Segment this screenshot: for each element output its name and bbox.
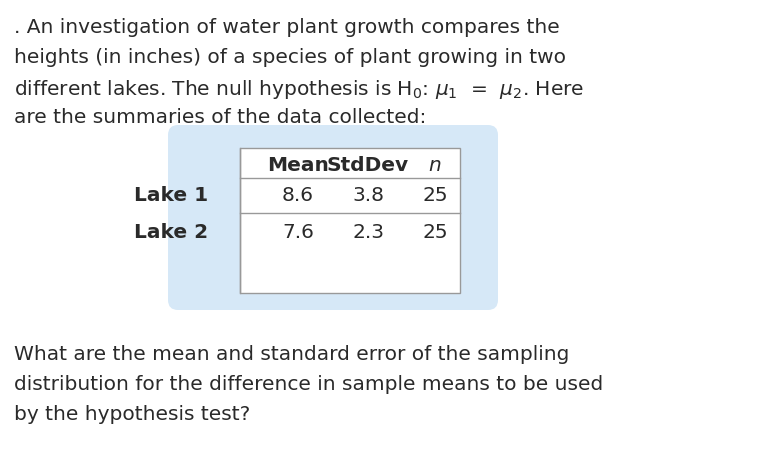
Text: 25: 25 <box>422 223 448 242</box>
Text: Mean: Mean <box>267 156 329 175</box>
Bar <box>240 148 460 293</box>
Text: 3.8: 3.8 <box>352 186 384 205</box>
Text: are the summaries of the data collected:: are the summaries of the data collected: <box>14 108 427 127</box>
Text: What are the mean and standard error of the sampling: What are the mean and standard error of … <box>14 345 569 364</box>
Text: by the hypothesis test?: by the hypothesis test? <box>14 405 250 424</box>
Text: StdDev: StdDev <box>327 156 409 175</box>
Text: 8.6: 8.6 <box>282 186 314 205</box>
FancyBboxPatch shape <box>168 125 498 310</box>
Text: . An investigation of water plant growth compares the: . An investigation of water plant growth… <box>14 18 559 37</box>
Text: $n$: $n$ <box>428 156 442 175</box>
Text: heights (in inches) of a species of plant growing in two: heights (in inches) of a species of plan… <box>14 48 566 67</box>
Text: 7.6: 7.6 <box>282 223 314 242</box>
Text: distribution for the difference in sample means to be used: distribution for the difference in sampl… <box>14 375 603 394</box>
Text: 2.3: 2.3 <box>352 223 384 242</box>
Text: 25: 25 <box>422 186 448 205</box>
Text: Lake 2: Lake 2 <box>134 223 208 242</box>
Text: Lake 1: Lake 1 <box>134 186 208 205</box>
Text: different lakes. The null hypothesis is H$_0$: $\mu_1$  =  $\mu_2$. Here: different lakes. The null hypothesis is … <box>14 78 584 101</box>
